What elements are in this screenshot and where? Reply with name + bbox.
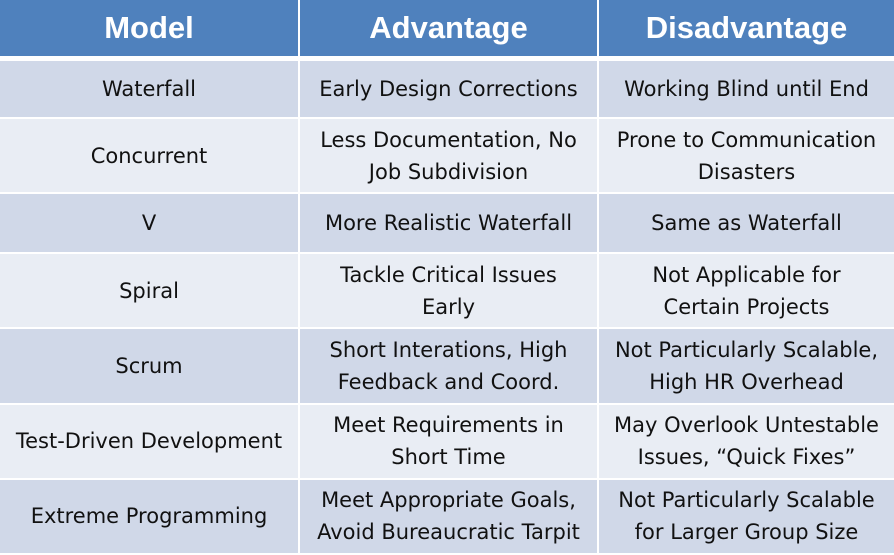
table-row: V More Realistic Waterfall Same as Water… bbox=[0, 193, 894, 255]
model-cell: V bbox=[0, 193, 300, 255]
header-row: Model Advantage Disadvantage bbox=[0, 0, 894, 61]
model-cell: Test-Driven Development bbox=[0, 403, 300, 480]
disadvantage-cell: Not Particularly Scalable, High HR Overh… bbox=[598, 328, 894, 405]
advantage-cell: More Realistic Waterfall bbox=[299, 193, 599, 255]
advantage-cell: Tackle Critical Issues Early bbox=[299, 253, 599, 330]
header-disadvantage: Disadvantage bbox=[598, 0, 894, 61]
disadvantage-cell: May Overlook Untestable Issues, “Quick F… bbox=[598, 403, 894, 480]
disadvantage-cell: Prone to Communication Disasters bbox=[598, 118, 894, 195]
model-cell: Concurrent bbox=[0, 118, 300, 195]
table-row: Spiral Tackle Critical Issues Early Not … bbox=[0, 253, 894, 330]
disadvantage-cell: Same as Waterfall bbox=[598, 193, 894, 255]
model-cell: Spiral bbox=[0, 253, 300, 330]
header-advantage: Advantage bbox=[299, 0, 599, 61]
advantage-cell: Short Interations, High Feedback and Coo… bbox=[299, 328, 599, 405]
model-cell: Scrum bbox=[0, 328, 300, 405]
advantage-cell: Meet Requirements in Short Time bbox=[299, 403, 599, 480]
table-row: Concurrent Less Documentation, No Job Su… bbox=[0, 118, 894, 195]
table-row: Waterfall Early Design Corrections Worki… bbox=[0, 58, 894, 120]
header-model: Model bbox=[0, 0, 300, 61]
model-cell: Waterfall bbox=[0, 58, 300, 120]
disadvantage-cell: Not Applicable for Certain Projects bbox=[598, 253, 894, 330]
advantage-cell: Meet Appropriate Goals, Avoid Bureaucrat… bbox=[299, 478, 599, 555]
advantage-cell: Less Documentation, No Job Subdivision bbox=[299, 118, 599, 195]
table-row: Extreme Programming Meet Appropriate Goa… bbox=[0, 478, 894, 555]
table-row: Test-Driven Development Meet Requirement… bbox=[0, 403, 894, 480]
disadvantage-cell: Working Blind until End bbox=[598, 58, 894, 120]
model-cell: Extreme Programming bbox=[0, 478, 300, 555]
disadvantage-cell: Not Particularly Scalable for Larger Gro… bbox=[598, 478, 894, 555]
table-row: Scrum Short Interations, High Feedback a… bbox=[0, 328, 894, 405]
advantage-cell: Early Design Corrections bbox=[299, 58, 599, 120]
